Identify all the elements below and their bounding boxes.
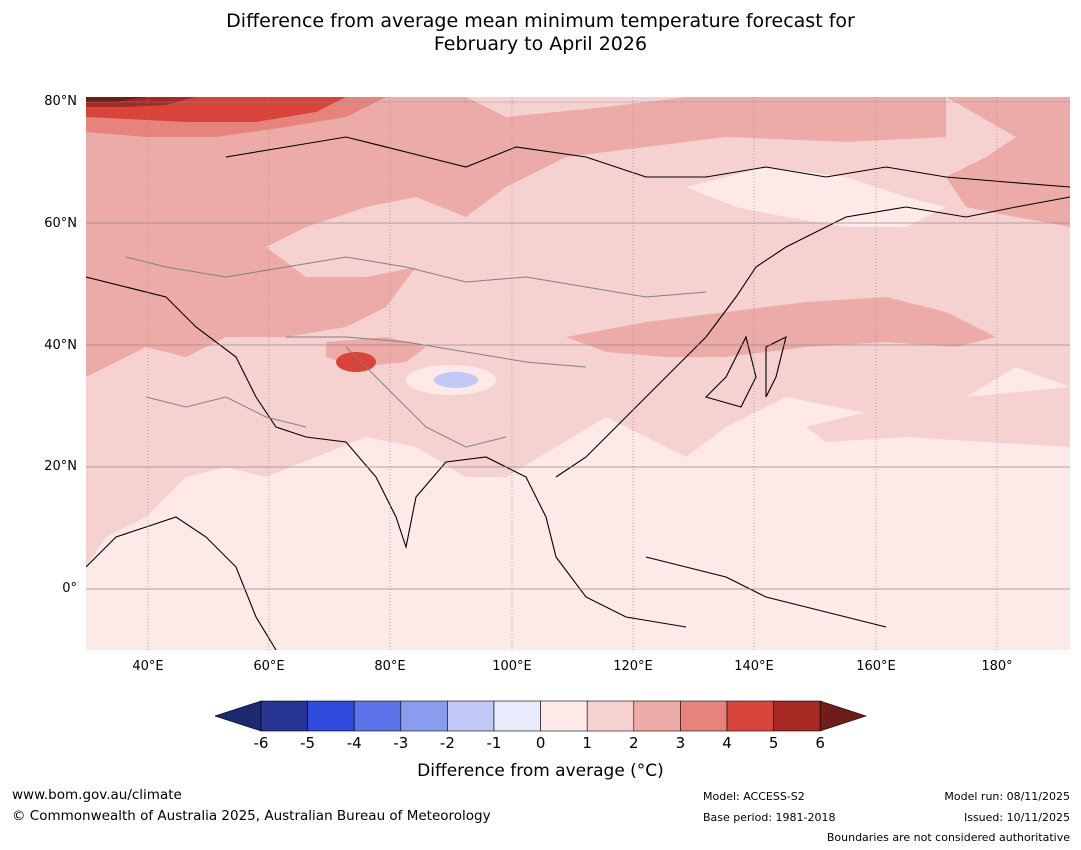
colorbar-swatch: [586, 700, 635, 732]
colorbar-tick-label: -4: [346, 734, 362, 752]
colorbar-label: Difference from average (°C): [417, 761, 664, 781]
lat-label-40n: 40°N: [44, 338, 77, 353]
colorbar-swatch: [773, 700, 821, 732]
footer-disclaimer: Boundaries are not considered authoritat…: [826, 831, 1070, 844]
colorbar-swatch: [353, 700, 402, 732]
lat-label-20n: 20°N: [44, 459, 77, 474]
footer-issued: Issued: 10/11/2025: [963, 811, 1070, 824]
lon-label-160e: 160°E: [856, 659, 896, 674]
colorbar-swatch: [726, 700, 774, 732]
colorbar-tick-label: -5: [300, 734, 316, 752]
colorbar-tick-label: 5: [768, 734, 779, 752]
anomaly-6plus-arctic: [86, 97, 146, 102]
colorbar-tick-label: -6: [253, 734, 269, 752]
lat-label-60n: 60°N: [44, 216, 77, 231]
lat-label-80n: 80°N: [44, 94, 77, 109]
lon-label-180: 180°: [981, 659, 1013, 674]
country-borders: [125, 256, 707, 448]
anomaly-cool-spot: [434, 372, 478, 388]
colorbar-swatch: [447, 700, 495, 732]
footer-model: Model: ACCESS-S2: [703, 790, 805, 803]
forecast-map: [86, 97, 1070, 650]
map-title-line2: February to April 2026: [433, 33, 648, 55]
colorbar: [215, 700, 867, 732]
colorbar-tick-label: 2: [629, 734, 639, 752]
lon-label-120e: 120°E: [613, 659, 653, 674]
colorbar-swatch: [633, 700, 681, 732]
colorbar-swatch: [493, 700, 541, 732]
footer-model-run: Model run: 08/11/2025: [944, 790, 1070, 803]
colorbar-swatch: [680, 700, 728, 732]
lat-label-0: 0°: [62, 581, 77, 596]
colorbar-swatch: [540, 700, 588, 732]
footer-copyright: © Commonwealth of Australia 2025, Austra…: [12, 808, 491, 824]
lon-label-100e: 100°E: [492, 659, 532, 674]
colorbar-tick-label: 1: [582, 734, 592, 752]
anomaly-0-1-east-siberia: [686, 167, 946, 227]
anomaly-2-3-northeast: [946, 97, 1070, 227]
colorbar-tick-label: 3: [675, 734, 686, 752]
anomaly-hotspot: [336, 352, 376, 372]
colorbar-tick-label: -3: [393, 734, 409, 752]
colorbar-tick-label: -1: [486, 734, 502, 752]
lon-label-140e: 140°E: [734, 659, 774, 674]
colorbar-tick-label: 6: [815, 734, 825, 752]
coastlines: [86, 136, 1070, 650]
colorbar-swatch: [260, 700, 308, 732]
colorbar-tick-label: 4: [722, 734, 732, 752]
gridlines: [86, 97, 1070, 650]
lon-label-60e: 60°E: [253, 659, 285, 674]
anomaly-2-3-pacific: [566, 297, 996, 357]
lon-label-80e: 80°E: [374, 659, 406, 674]
footer-website: www.bom.gov.au/climate: [12, 787, 182, 803]
anomaly-2-3-west: [86, 97, 946, 377]
colorbar-tick-label: 0: [535, 734, 546, 752]
footer-base-period: Base period: 1981-2018: [703, 811, 836, 824]
lon-label-40e: 40°E: [132, 659, 164, 674]
map-svg: [86, 97, 1070, 650]
map-title-line1: Difference from average mean minimum tem…: [226, 10, 855, 32]
colorbar-tick-label: -2: [439, 734, 455, 752]
anomaly-1-2-pacific: [806, 387, 1070, 447]
colorbar-extend-high: [819, 700, 867, 732]
colorbar-swatch: [307, 700, 355, 732]
colorbar-swatch: [400, 700, 448, 732]
colorbar-extend-low: [215, 700, 262, 732]
